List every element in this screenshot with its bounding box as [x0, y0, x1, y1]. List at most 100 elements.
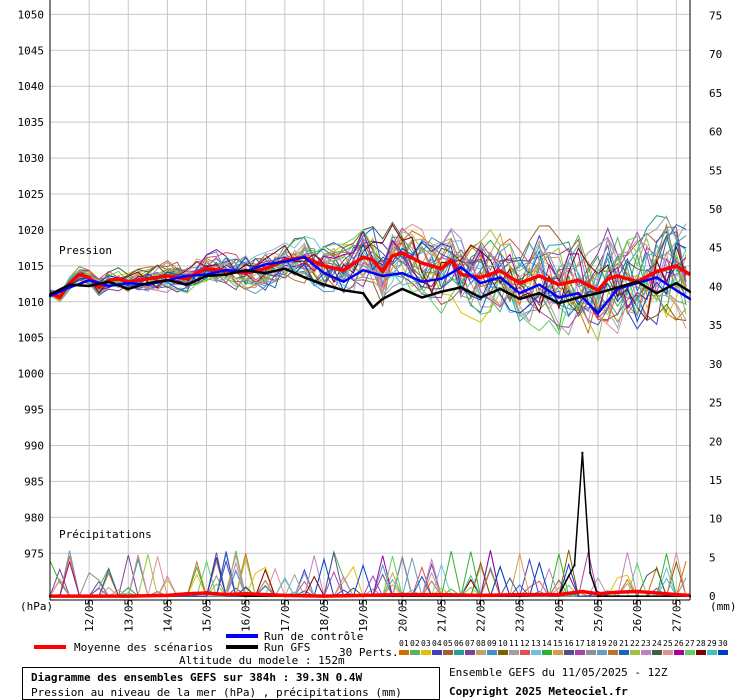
right-tick-label: 5 — [709, 551, 716, 564]
perturbation-legend-label: 19 — [597, 639, 607, 648]
series-point — [499, 287, 502, 290]
left-tick-label: 985 — [24, 475, 44, 488]
series-point — [597, 595, 600, 598]
x-tick-label: 23/05 — [514, 599, 527, 632]
right-tick-label: 60 — [709, 126, 722, 139]
perturbation-legend-label: 08 — [476, 639, 486, 648]
legend-control-label: Run de contrôle — [264, 630, 363, 643]
perturbation-legend-label: 15 — [553, 639, 563, 648]
series-point — [205, 273, 208, 276]
perturbation-line — [49, 230, 687, 318]
series-point — [362, 269, 365, 272]
series-point — [127, 282, 130, 285]
series-point — [225, 269, 228, 272]
series-point — [581, 451, 584, 454]
perturbation-legend-swatch — [685, 650, 695, 655]
series-point — [381, 274, 384, 277]
series-point — [577, 292, 580, 295]
precip-label: Précipitations — [59, 528, 152, 541]
perturbation-legend-swatch — [652, 650, 662, 655]
series-point — [107, 284, 110, 287]
left-tick-label: 975 — [24, 547, 44, 560]
x-tick-label: 15/05 — [201, 599, 214, 632]
series-point — [616, 286, 619, 289]
series-point — [440, 277, 443, 280]
legend-mean-label: Moyenne des scénarios — [74, 641, 213, 654]
left-tick-label: 1010 — [18, 296, 45, 309]
series-point — [655, 292, 658, 295]
perturbation-legend-swatch — [465, 650, 475, 655]
right-tick-label: 55 — [709, 164, 722, 177]
series-point — [573, 564, 576, 567]
x-tick-label: 19/05 — [357, 599, 370, 632]
x-tick-label: 12/05 — [83, 599, 96, 632]
series-point — [362, 292, 365, 295]
series-point — [323, 283, 326, 286]
series-point — [655, 276, 658, 279]
left-tick-label: 995 — [24, 404, 44, 417]
pressure-label: Pression — [59, 244, 112, 257]
right-tick-label: 30 — [709, 358, 722, 371]
perturbation-legend-label: 07 — [465, 639, 475, 648]
series-point — [401, 287, 404, 290]
right-tick-label: 40 — [709, 280, 722, 293]
left-tick-label: 1040 — [18, 80, 45, 93]
right-tick-label: 15 — [709, 474, 722, 487]
series-point — [88, 284, 91, 287]
left-tick-label: 1045 — [18, 44, 45, 57]
perturbation-legend-label: 18 — [586, 639, 596, 648]
left-tick-label: 1025 — [18, 188, 45, 201]
series-point — [264, 263, 267, 266]
series-point — [205, 274, 208, 277]
perturbation-legend-label: 21 — [619, 639, 629, 648]
series-point — [616, 287, 619, 290]
perturbation-legend-swatch — [443, 650, 453, 655]
series-point — [401, 272, 404, 275]
right-tick-label: 0 — [709, 590, 716, 603]
series-point — [166, 279, 169, 282]
series-point — [342, 289, 345, 292]
perturbation-legend-swatch — [597, 650, 607, 655]
series-point — [460, 286, 463, 289]
perturbation-legend-swatch — [674, 650, 684, 655]
perturbation-legend-label: 22 — [630, 639, 640, 648]
legend-altitude: Altitude du modele : 152m — [179, 654, 345, 667]
series-point — [186, 283, 189, 286]
series-point — [636, 280, 639, 283]
right-tick-label: 35 — [709, 319, 722, 332]
x-tick-label: 21/05 — [435, 599, 448, 632]
perturbation-legend-swatch — [399, 650, 409, 655]
series-point — [460, 266, 463, 269]
series-point — [186, 274, 189, 277]
left-tick-label: 1020 — [18, 224, 45, 237]
series-point — [303, 276, 306, 279]
series-point — [499, 276, 502, 279]
right-tick-label: 45 — [709, 242, 722, 255]
series-point — [225, 273, 228, 276]
series-point — [479, 282, 482, 285]
perturbation-legend-swatch — [707, 650, 717, 655]
perturbation-legend-label: 29 — [707, 639, 717, 648]
perturbation-legend-swatch — [553, 650, 563, 655]
perturbation-line — [49, 221, 687, 315]
left-tick-label: 980 — [24, 511, 44, 524]
perturbation-legend-label: 12 — [520, 639, 530, 648]
x-tick-label: 20/05 — [396, 599, 409, 632]
series-point — [636, 595, 639, 598]
series-point — [518, 292, 521, 295]
perturbation-legend-label: 14 — [542, 639, 552, 648]
perturbation-legend-label: 28 — [696, 639, 706, 648]
perturbation-line — [49, 223, 687, 335]
x-tick-label: 16/05 — [240, 599, 253, 632]
perturbation-legend-swatch — [520, 650, 530, 655]
left-axis-unit: (hPa) — [20, 600, 53, 613]
perturbation-legend: 01 02 03 04 05 06 07 08 09 10 11 12 13 14 15 16 17 18 19 20… — [399, 639, 728, 655]
x-tick-label: 24/05 — [553, 599, 566, 632]
series-point — [597, 312, 600, 315]
perturbation-legend-swatch — [476, 650, 486, 655]
x-tick-label: 14/05 — [161, 599, 174, 632]
perturbation-legend-swatch — [509, 650, 519, 655]
series-point — [597, 292, 600, 295]
title-box: Diagramme des ensembles GEFS sur 384h : … — [22, 667, 440, 700]
